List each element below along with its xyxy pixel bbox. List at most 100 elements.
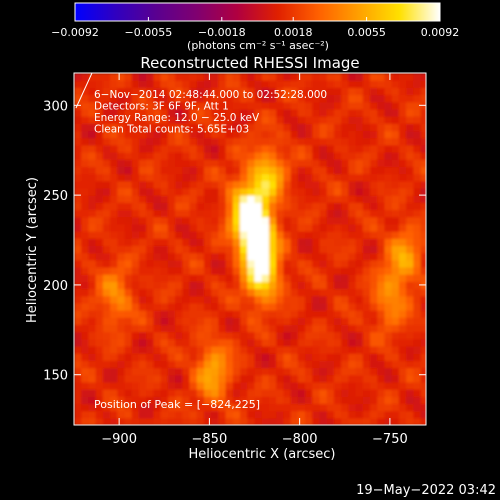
heatmap-cell — [384, 367, 393, 376]
heatmap-cell — [261, 374, 270, 383]
heatmap-cell — [377, 187, 386, 196]
heatmap-cell — [81, 202, 90, 211]
heatmap-cell — [153, 238, 162, 247]
heatmap-cell — [377, 317, 386, 326]
heatmap-cell — [182, 195, 191, 203]
heatmap-cell — [153, 87, 162, 96]
heatmap-cell — [370, 144, 378, 153]
heatmap-cell — [362, 159, 371, 167]
heatmap-cell — [377, 331, 386, 340]
heatmap-cell — [88, 116, 97, 124]
heatmap-cell — [102, 417, 111, 425]
heatmap-cell — [117, 331, 126, 340]
heatmap-cell — [297, 209, 306, 218]
heatmap-cell — [261, 345, 270, 354]
heatmap-cell — [247, 417, 256, 425]
heatmap-cell — [225, 108, 234, 117]
heatmap-cell — [153, 360, 162, 369]
heatmap-cell — [218, 231, 227, 239]
heatmap-cell — [117, 310, 126, 318]
heatmap-cell — [384, 187, 393, 196]
heatmap-cell — [391, 159, 400, 167]
heatmap-cell — [362, 274, 371, 282]
heatmap-cell — [370, 338, 378, 347]
heatmap-cell — [290, 166, 299, 175]
heatmap-cell — [276, 159, 284, 167]
heatmap-cell — [95, 87, 104, 96]
heatmap-cell — [196, 238, 205, 247]
heatmap-cell — [160, 187, 169, 196]
heatmap-cell — [312, 288, 321, 297]
heatmap-cell — [377, 130, 386, 139]
heatmap-cell — [406, 231, 414, 239]
heatmap-cell — [211, 180, 220, 189]
heatmap-cell — [283, 252, 292, 261]
heatmap-cell — [225, 101, 234, 110]
heatmap-cell — [413, 281, 422, 290]
heatmap-cell — [326, 360, 335, 369]
heatmap-cell — [247, 144, 256, 153]
heatmap-cell — [297, 80, 306, 88]
heatmap-cell — [312, 396, 321, 405]
heatmap-cell — [276, 223, 284, 232]
heatmap-cell — [218, 266, 227, 275]
heatmap-cell — [261, 310, 270, 318]
heatmap-cell — [138, 288, 147, 297]
heatmap-cell — [312, 345, 321, 354]
x-tick-label: −900 — [101, 432, 137, 447]
heatmap-cell — [225, 259, 234, 268]
heatmap-cell — [333, 338, 342, 347]
heatmap-cell — [319, 159, 328, 167]
heatmap-cell — [131, 180, 140, 189]
heatmap-cell — [138, 173, 147, 182]
heatmap-cell — [297, 101, 306, 110]
heatmap-cell — [225, 216, 234, 225]
heatmap-cell — [319, 281, 328, 290]
heatmap-cell — [362, 302, 371, 311]
heatmap-cell — [74, 231, 82, 239]
heatmap-cell — [81, 259, 90, 268]
heatmap-cell — [182, 159, 191, 167]
heatmap-cell — [189, 223, 198, 232]
heatmap-cell — [406, 389, 414, 397]
heatmap-cell — [370, 331, 378, 340]
heatmap-cell — [225, 381, 234, 390]
heatmap-cell — [254, 389, 263, 397]
heatmap-cell — [146, 216, 155, 225]
heatmap-cell — [117, 317, 126, 326]
heatmap-cell — [240, 396, 248, 405]
heatmap-cell — [124, 130, 133, 139]
heatmap-cell — [102, 259, 111, 268]
heatmap-cell — [225, 310, 234, 318]
heatmap-cell — [290, 216, 299, 225]
heatmap-cell — [138, 317, 147, 326]
heatmap-cell — [203, 403, 212, 412]
heatmap-cell — [95, 338, 104, 347]
heatmap-cell — [355, 274, 364, 282]
heatmap-cell — [102, 360, 111, 369]
heatmap-cell — [319, 238, 328, 247]
heatmap-cell — [102, 73, 111, 81]
heatmap-cell — [117, 353, 126, 361]
heatmap-cell — [88, 173, 97, 182]
heatmap-cell — [81, 231, 90, 239]
heatmap-cell — [333, 130, 342, 139]
heatmap-cell — [138, 87, 147, 96]
heatmap-cell — [413, 288, 422, 297]
heatmap-cell — [232, 396, 241, 405]
heatmap-cell — [124, 245, 133, 254]
heatmap-cell — [88, 266, 97, 275]
heatmap-cell — [319, 417, 328, 425]
heatmap-cell — [297, 166, 306, 175]
heatmap-cell — [283, 209, 292, 218]
heatmap-cell — [211, 396, 220, 405]
heatmap-cell — [88, 152, 97, 160]
heatmap-cell — [110, 331, 118, 340]
heatmap-cell — [398, 338, 407, 347]
heatmap-cell — [232, 302, 241, 311]
heatmap-cell — [261, 259, 270, 268]
heatmap-cell — [131, 108, 140, 117]
heatmap-cell — [160, 266, 169, 275]
heatmap-cell — [117, 223, 126, 232]
heatmap-cell — [268, 137, 277, 146]
